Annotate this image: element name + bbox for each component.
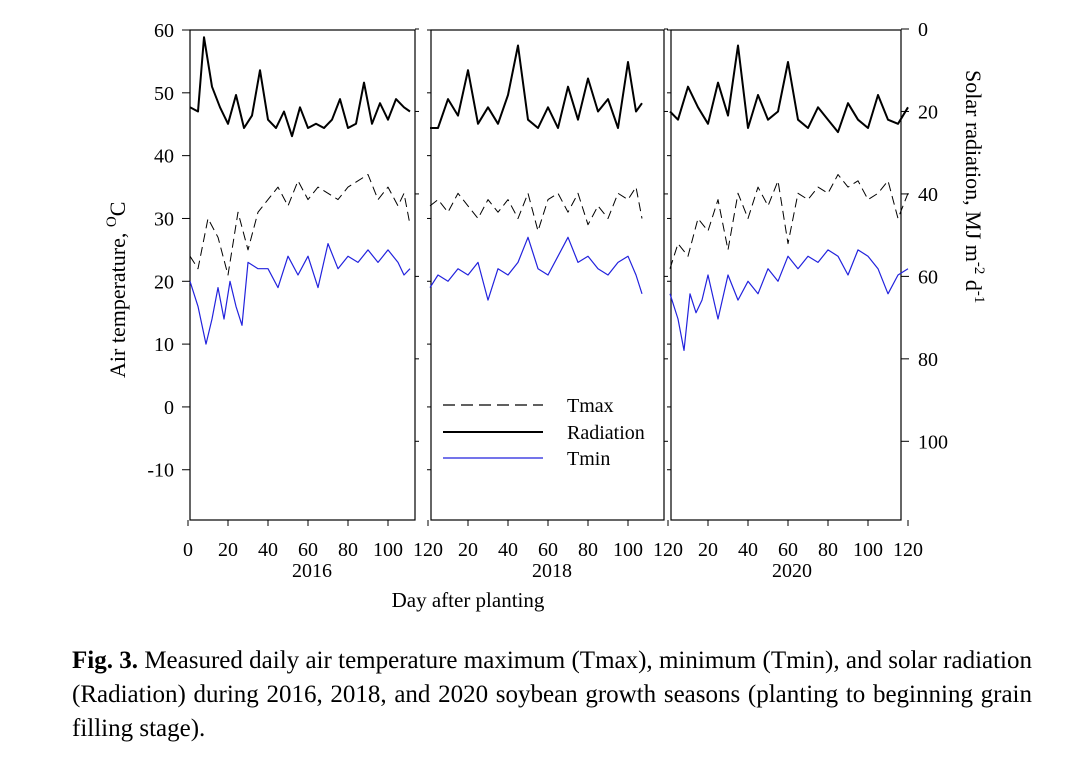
left-tick-label: -10 <box>147 460 174 482</box>
series-tmax-2018 <box>429 186 643 232</box>
x-tick-label: 40 <box>258 539 278 561</box>
legend: Tmax Radiation Tmin <box>443 395 645 470</box>
left-tick-label: 0 <box>164 397 174 419</box>
panel-frame-2020 <box>670 29 902 521</box>
series-tmin-2020 <box>669 249 909 351</box>
caption-label: Fig. 3. <box>72 647 139 674</box>
x-tick-label: 60 <box>538 539 558 561</box>
x-tick-label: 60 <box>778 539 798 561</box>
x-tick-label: 20 <box>458 539 478 561</box>
panel-year-2018: 2018 <box>532 560 572 582</box>
x-tick-label: 80 <box>338 539 358 561</box>
series-tmin-2016 <box>189 243 411 345</box>
figure-caption: Fig. 3. Measured daily air temperature m… <box>72 644 1032 746</box>
x-tick-label: 20 <box>698 539 718 561</box>
x-tick-label: 120 <box>893 539 923 561</box>
series-tmax-2016 <box>189 174 411 276</box>
y-axis-left-label: Air temperature, OC <box>104 202 130 378</box>
left-tick-label: 50 <box>154 83 174 105</box>
panel-year-2016: 2016 <box>292 560 332 582</box>
x-tick-label: 120 <box>413 539 443 561</box>
right-tick-label: 0 <box>918 19 928 41</box>
x-tick-label: 100 <box>373 539 403 561</box>
caption-text: Measured daily air temperature maximum (… <box>72 647 1032 742</box>
series-radiation-2016 <box>189 36 411 138</box>
x-tick-label: 20 <box>218 539 238 561</box>
x-tick-label: 100 <box>853 539 883 561</box>
legend-radiation-label: Radiation <box>567 422 645 444</box>
series-radiation-2020 <box>669 44 909 134</box>
right-tick-label: 100 <box>918 431 948 453</box>
legend-tmax-label: Tmax <box>567 395 614 417</box>
left-tick-label: 30 <box>154 208 174 230</box>
left-tick-label: 60 <box>154 20 174 42</box>
x-tick-label: 80 <box>578 539 598 561</box>
x-tick-label: 80 <box>818 539 838 561</box>
left-tick-label: 10 <box>154 334 174 356</box>
right-tick-label: 40 <box>918 184 938 206</box>
panel-year-2020: 2020 <box>772 560 812 582</box>
x-tick-label: 120 <box>653 539 683 561</box>
x-tick-label: 40 <box>498 539 518 561</box>
x-tick-label: 100 <box>613 539 643 561</box>
right-tick-label: 20 <box>918 101 938 123</box>
x-tick-label: 60 <box>298 539 318 561</box>
left-tick-label: 20 <box>154 271 174 293</box>
panel-frame-2016 <box>189 29 416 521</box>
x-axis-label: Day after planting <box>392 588 545 612</box>
y-axis-right-label: Solar radiation, MJ m-2 d-1 <box>961 70 987 303</box>
x-tick-label: 0 <box>183 539 193 561</box>
right-tick-label: 80 <box>918 349 938 371</box>
x-tick-label: 40 <box>738 539 758 561</box>
right-tick-label: 60 <box>918 266 938 288</box>
series-tmax-2020 <box>669 174 909 269</box>
series-tmin-2018 <box>429 236 643 301</box>
left-tick-label: 40 <box>154 146 174 168</box>
legend-tmin-label: Tmin <box>567 448 610 470</box>
series-radiation-2018 <box>430 44 643 129</box>
